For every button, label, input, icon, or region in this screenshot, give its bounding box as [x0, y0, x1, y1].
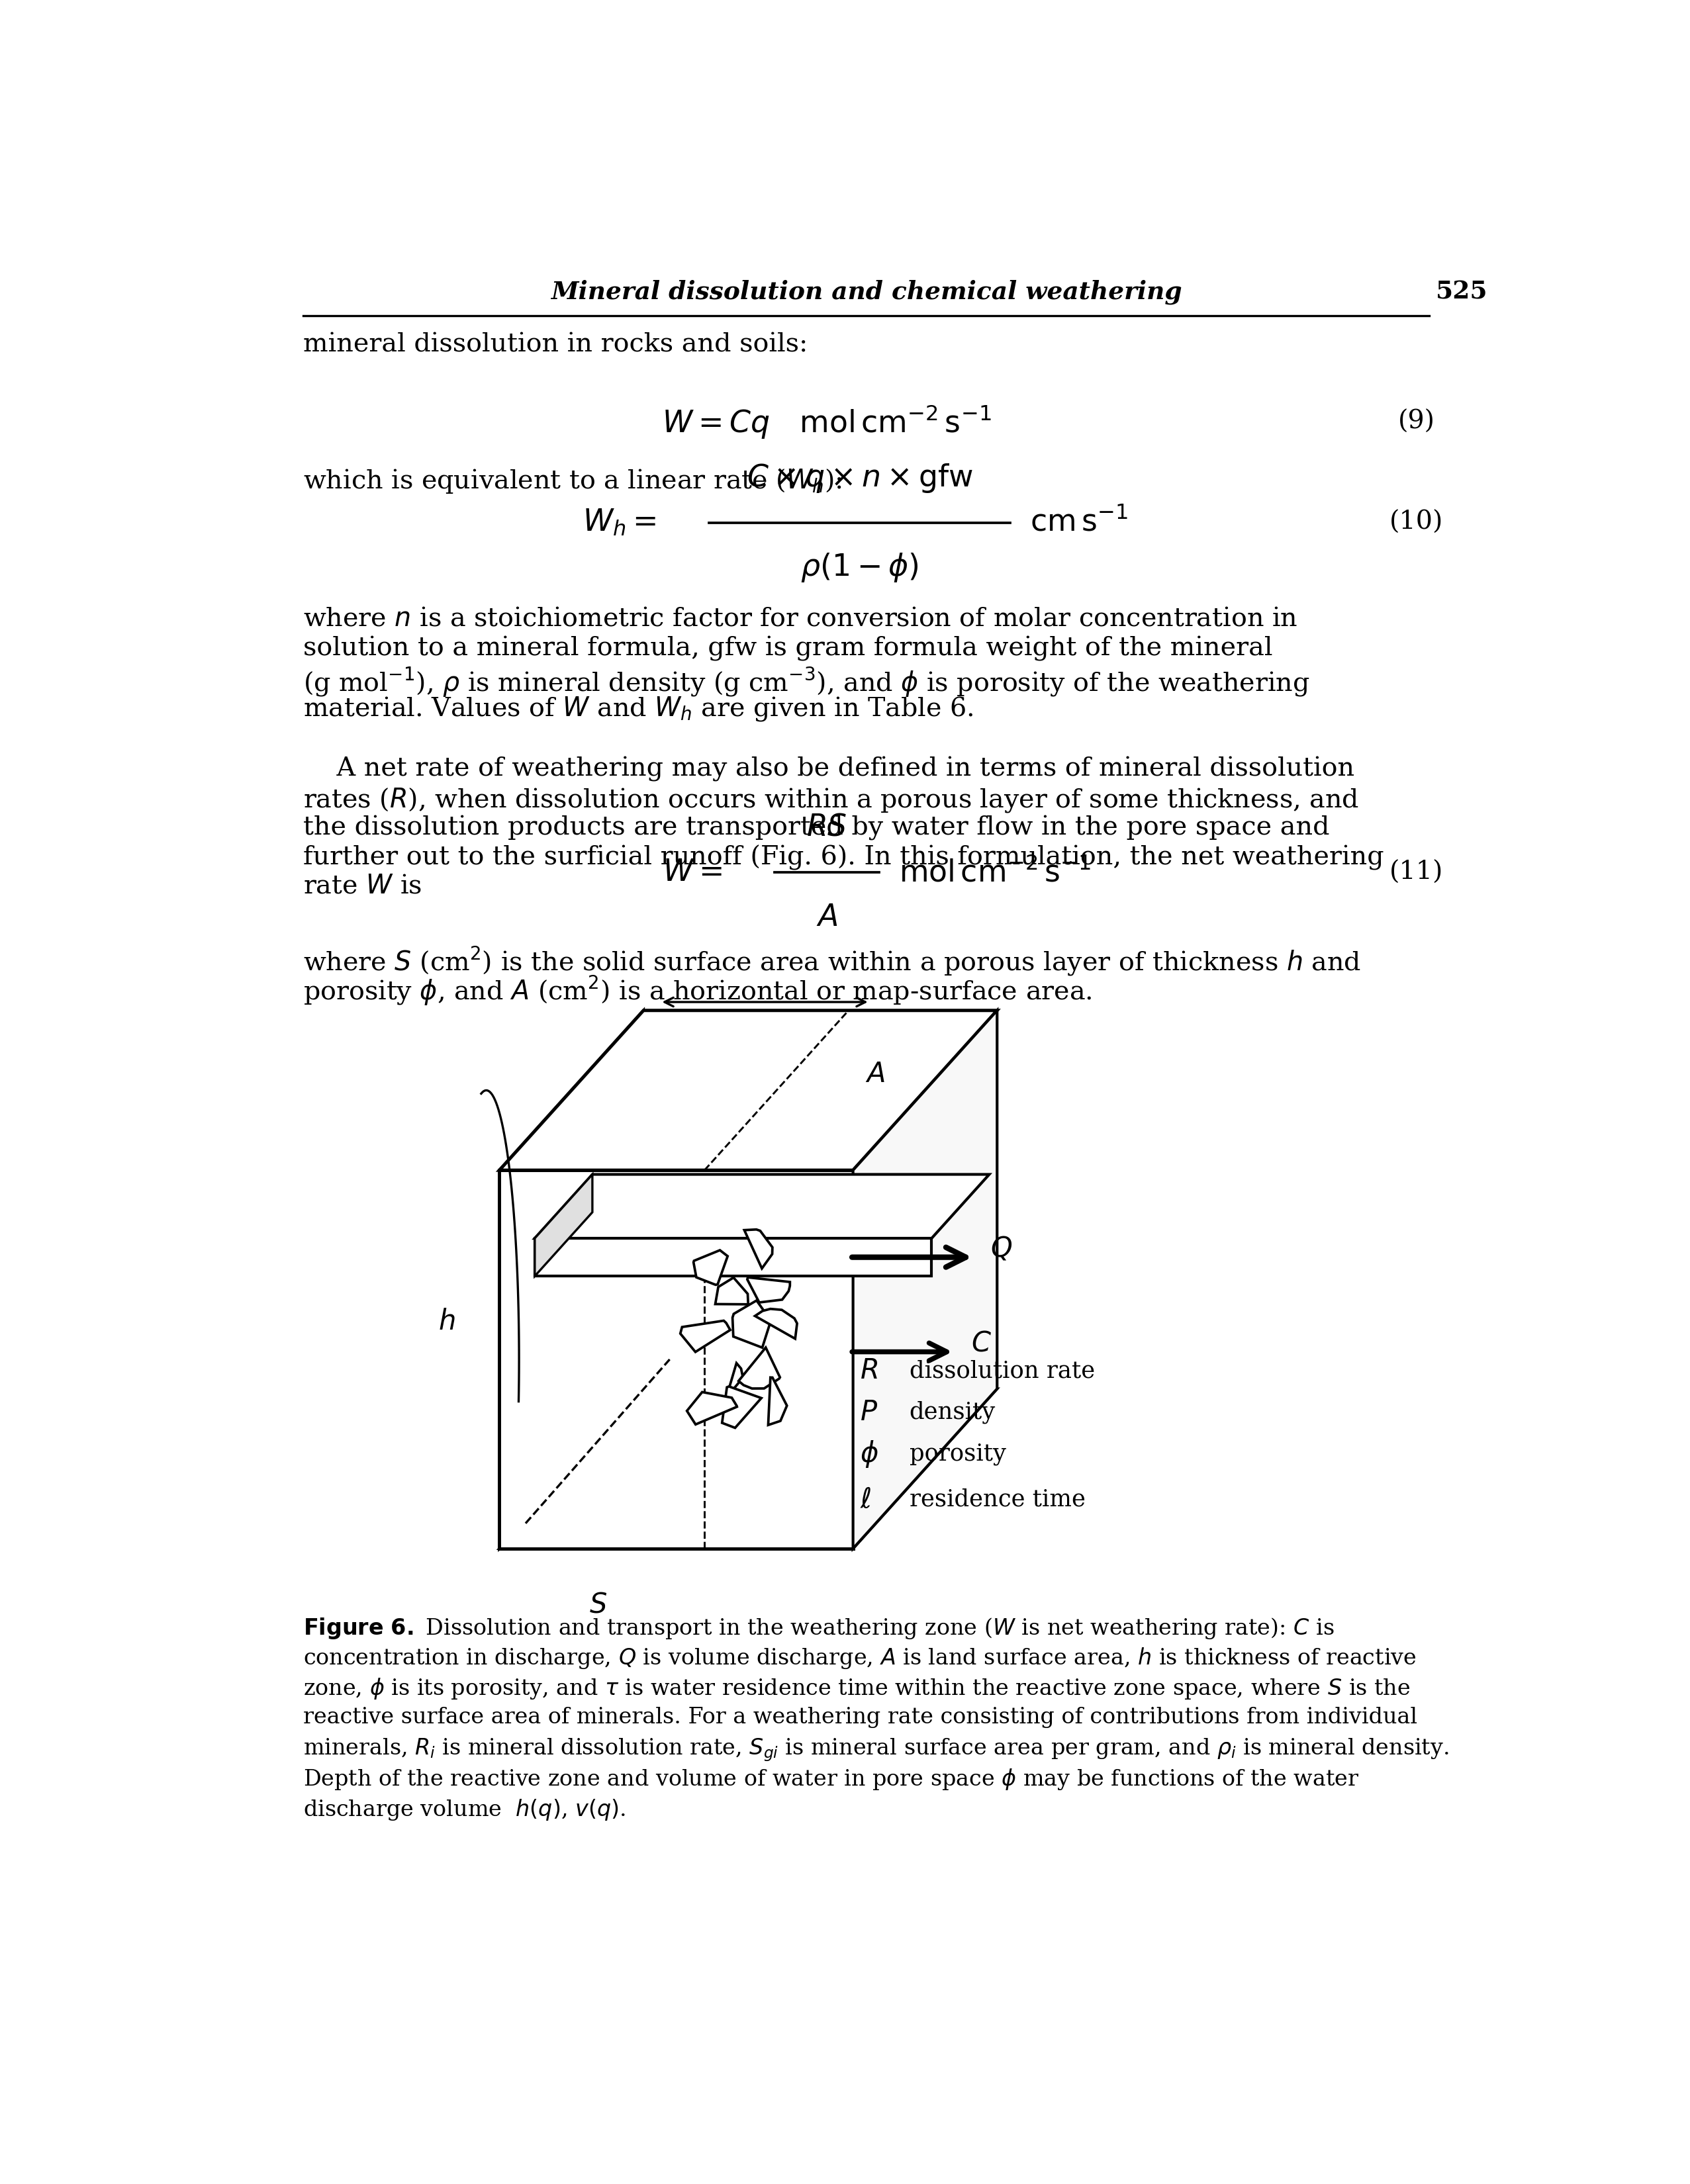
Text: solution to a mineral formula, gfw is gram formula weight of the mineral: solution to a mineral formula, gfw is gr… — [303, 636, 1273, 662]
Text: $h$: $h$ — [438, 1308, 456, 1334]
Polygon shape — [686, 1391, 737, 1424]
Polygon shape — [500, 1389, 997, 1548]
Polygon shape — [728, 1363, 744, 1393]
Polygon shape — [715, 1278, 749, 1304]
Text: discharge volume  $h(q)$, $v(q)$.: discharge volume $h(q)$, $v(q)$. — [303, 1797, 625, 1821]
Text: $\phi$: $\phi$ — [860, 1439, 879, 1470]
Text: (11): (11) — [1389, 860, 1443, 885]
Polygon shape — [500, 1171, 853, 1548]
Polygon shape — [769, 1378, 788, 1424]
Text: density: density — [909, 1400, 995, 1424]
Text: A net rate of weathering may also be defined in terms of mineral dissolution: A net rate of weathering may also be def… — [303, 756, 1354, 782]
Text: zone, $\phi$ is its porosity, and $\tau$ is water residence time within the reac: zone, $\phi$ is its porosity, and $\tau$… — [303, 1677, 1409, 1701]
Text: material. Values of $W$ and $W_h$ are given in Table 6.: material. Values of $W$ and $W_h$ are gi… — [303, 695, 973, 723]
Text: $Q$: $Q$ — [990, 1234, 1012, 1262]
Text: (9): (9) — [1398, 411, 1435, 435]
Text: (g mol$^{-1}$), $\rho$ is mineral density (g cm$^{-3}$), and $\phi$ is porosity : (g mol$^{-1}$), $\rho$ is mineral densit… — [303, 666, 1310, 699]
Polygon shape — [534, 1175, 593, 1275]
Text: $P$: $P$ — [860, 1398, 877, 1426]
Text: where $n$ is a stoichiometric factor for conversion of molar concentration in: where $n$ is a stoichiometric factor for… — [303, 607, 1298, 631]
Polygon shape — [534, 1175, 989, 1238]
Text: $\rho(1-\phi)$: $\rho(1-\phi)$ — [801, 550, 919, 583]
Text: $\mathbf{Figure\ 6.}$ Dissolution and transport in the weathering zone ($W$ is n: $\mathbf{Figure\ 6.}$ Dissolution and tr… — [303, 1616, 1333, 1640]
Text: $A$: $A$ — [865, 1061, 886, 1088]
Polygon shape — [744, 1230, 772, 1269]
Text: which is equivalent to a linear rate ($W_h$):: which is equivalent to a linear rate ($W… — [303, 467, 842, 496]
Text: $A$: $A$ — [816, 902, 838, 933]
Text: mineral dissolution in rocks and soils:: mineral dissolution in rocks and soils: — [303, 332, 808, 358]
Text: residence time: residence time — [909, 1487, 1085, 1511]
Text: $C \times q \times n \times \mathrm{gfw}$: $C \times q \times n \times \mathrm{gfw}… — [747, 461, 973, 494]
Polygon shape — [500, 1011, 997, 1171]
Text: the dissolution products are transported by water flow in the pore space and: the dissolution products are transported… — [303, 815, 1330, 841]
Polygon shape — [693, 1249, 728, 1284]
Polygon shape — [755, 1308, 798, 1339]
Text: Depth of the reactive zone and volume of water in pore space $\phi$ may be funct: Depth of the reactive zone and volume of… — [303, 1767, 1359, 1791]
Text: dissolution rate: dissolution rate — [909, 1358, 1095, 1382]
Text: porosity $\phi$, and $A$ (cm$^2$) is a horizontal or map-surface area.: porosity $\phi$, and $A$ (cm$^2$) is a h… — [303, 974, 1092, 1007]
Text: rates ($R$), when dissolution occurs within a porous layer of some thickness, an: rates ($R$), when dissolution occurs wit… — [303, 786, 1359, 815]
Text: $\mathit{\ell}$: $\mathit{\ell}$ — [860, 1485, 870, 1514]
Text: $\mathrm{mol\,cm^{-2}\,s^{-1}}$: $\mathrm{mol\,cm^{-2}\,s^{-1}}$ — [899, 858, 1090, 887]
Text: concentration in discharge, $Q$ is volume discharge, $A$ is land surface area, $: concentration in discharge, $Q$ is volum… — [303, 1647, 1416, 1671]
Text: reactive surface area of minerals. For a weathering rate consisting of contribut: reactive surface area of minerals. For a… — [303, 1706, 1418, 1728]
Text: $W =$: $W =$ — [662, 858, 722, 887]
Text: where $S$ (cm$^2$) is the solid surface area within a porous layer of thickness : where $S$ (cm$^2$) is the solid surface … — [303, 946, 1360, 976]
Text: (10): (10) — [1389, 511, 1443, 535]
Text: minerals, $R_i$ is mineral dissolution rate, $S_{gi}$ is mineral surface area pe: minerals, $R_i$ is mineral dissolution r… — [303, 1736, 1448, 1762]
Text: $C$: $C$ — [970, 1330, 992, 1356]
Text: 525: 525 — [1436, 280, 1487, 304]
Text: rate $W$ is: rate $W$ is — [303, 874, 422, 898]
Text: porosity: porosity — [909, 1444, 1006, 1465]
Polygon shape — [534, 1238, 931, 1275]
Text: $W_h =$: $W_h =$ — [583, 507, 656, 537]
Polygon shape — [732, 1299, 771, 1348]
Polygon shape — [722, 1387, 761, 1428]
Text: $RS$: $RS$ — [806, 812, 847, 843]
Polygon shape — [747, 1278, 789, 1302]
Text: further out to the surficial runoff (Fig. 6). In this formulation, the net weath: further out to the surficial runoff (Fig… — [303, 845, 1384, 869]
Text: $S$: $S$ — [590, 1590, 607, 1618]
Polygon shape — [681, 1321, 730, 1352]
Text: Mineral dissolution and chemical weathering: Mineral dissolution and chemical weather… — [551, 280, 1181, 304]
Text: $R$: $R$ — [860, 1356, 877, 1385]
Polygon shape — [500, 1011, 644, 1548]
Polygon shape — [853, 1011, 997, 1548]
Text: $W = Cq\quad \mathrm{mol\,cm^{-2}\,s^{-1}}$: $W = Cq\quad \mathrm{mol\,cm^{-2}\,s^{-1… — [662, 404, 992, 441]
Text: $\mathrm{cm\,s^{-1}}$: $\mathrm{cm\,s^{-1}}$ — [1029, 507, 1127, 537]
Polygon shape — [739, 1348, 781, 1389]
